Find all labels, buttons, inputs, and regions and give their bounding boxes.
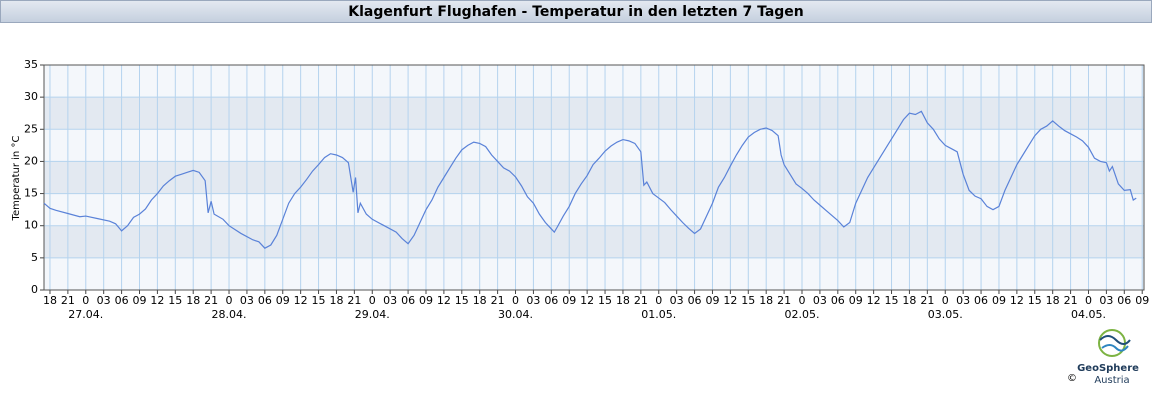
x-tick-label: 0 <box>655 294 662 307</box>
x-tick-label: 15 <box>455 294 469 307</box>
date-label: 01.05. <box>641 308 676 321</box>
y-tick-label: 25 <box>24 122 38 135</box>
x-tick-label: 0 <box>226 294 233 307</box>
date-label: 02.05. <box>785 308 820 321</box>
x-tick-label: 21 <box>920 294 934 307</box>
x-tick-label: 18 <box>473 294 487 307</box>
x-tick-label: 12 <box>1010 294 1024 307</box>
x-tick-label: 06 <box>974 294 988 307</box>
x-tick-label: 09 <box>705 294 719 307</box>
x-tick-label: 12 <box>867 294 881 307</box>
y-tick-label: 10 <box>24 219 38 232</box>
x-tick-label: 15 <box>598 294 612 307</box>
x-tick-label: 0 <box>369 294 376 307</box>
logo <box>1098 329 1131 357</box>
x-tick-label: 03 <box>97 294 111 307</box>
x-tick-label: 06 <box>258 294 272 307</box>
x-tick-label: 03 <box>383 294 397 307</box>
x-tick-label: 12 <box>437 294 451 307</box>
date-label: 04.05. <box>1071 308 1106 321</box>
x-tick-label: 06 <box>831 294 845 307</box>
y-tick-label: 5 <box>31 251 38 264</box>
logo-sub: Austria <box>1094 375 1129 386</box>
copyright: © <box>1067 373 1077 384</box>
x-tick-label: 12 <box>723 294 737 307</box>
x-tick-label: 12 <box>580 294 594 307</box>
x-tick-label: 21 <box>347 294 361 307</box>
x-tick-label: 09 <box>562 294 576 307</box>
plot-area: 18 21 0 03 06 09 12 15 18 21 0 03 06 09 12 15 18 21 0 03 06 0… <box>24 58 1149 321</box>
x-tick-label: 06 <box>1117 294 1131 307</box>
x-tick-label: 21 <box>1064 294 1078 307</box>
y-tick-label: 35 <box>24 58 38 71</box>
x-tick-label: 0 <box>942 294 949 307</box>
x-tick-label: 06 <box>688 294 702 307</box>
date-label: 30.04. <box>498 308 533 321</box>
x-tick-label: 09 <box>419 294 433 307</box>
x-tick-label: 21 <box>204 294 218 307</box>
x-tick-label: 09 <box>849 294 863 307</box>
plot-frame <box>43 64 1145 291</box>
y-tick-label: 0 <box>31 283 38 296</box>
date-label: 27.04. <box>68 308 103 321</box>
x-tick-label: 06 <box>115 294 129 307</box>
x-tick-label: 12 <box>150 294 164 307</box>
x-tick-label: 18 <box>902 294 916 307</box>
x-tick-label: 21 <box>61 294 75 307</box>
date-label: 28.04. <box>212 308 247 321</box>
x-tick-label: 09 <box>276 294 290 307</box>
x-tick-label: 03 <box>240 294 254 307</box>
x-tick-label: 06 <box>401 294 415 307</box>
x-tick-label: 09 <box>132 294 146 307</box>
x-tick-label: 18 <box>616 294 630 307</box>
y-axis-label: Temperatur in °C <box>11 136 22 222</box>
x-tick-label: 15 <box>885 294 899 307</box>
x-tick-label: 18 <box>1046 294 1060 307</box>
x-tick-label: 09 <box>992 294 1006 307</box>
y-tick-label: 15 <box>24 187 38 200</box>
grid-band <box>44 97 1144 130</box>
x-tick-label: 15 <box>741 294 755 307</box>
x-tick-label: 06 <box>544 294 558 307</box>
x-tick-label: 21 <box>777 294 791 307</box>
x-tick-label: 15 <box>312 294 326 307</box>
x-tick-label: 0 <box>1085 294 1092 307</box>
temperature-line <box>43 110 1137 249</box>
chart-title: Klagenfurt Flughafen - Temperatur in den… <box>348 4 804 20</box>
x-tick-label: 03 <box>670 294 684 307</box>
x-tick-label: 09 <box>1135 294 1149 307</box>
x-tick-label: 15 <box>1028 294 1042 307</box>
x-tick-label: 21 <box>491 294 505 307</box>
x-tick-label: 21 <box>634 294 648 307</box>
grid-band <box>44 225 1144 258</box>
x-tick-label: 18 <box>759 294 773 307</box>
x-tick-label: 0 <box>799 294 806 307</box>
date-label: 03.05. <box>928 308 963 321</box>
x-tick-label: 03 <box>526 294 540 307</box>
date-label: 29.04. <box>355 308 390 321</box>
x-tick-label: 12 <box>294 294 308 307</box>
x-tick-label: 03 <box>1099 294 1113 307</box>
y-tick-label: 20 <box>24 154 38 167</box>
x-tick-label: 18 <box>43 294 57 307</box>
x-tick-label: 18 <box>186 294 200 307</box>
x-tick-label: 15 <box>168 294 182 307</box>
logo-brand: GeoSphere <box>1077 363 1139 374</box>
y-tick-label: 30 <box>24 90 38 103</box>
x-tick-label: 18 <box>329 294 343 307</box>
grid-band <box>44 161 1144 194</box>
x-tick-label: 03 <box>813 294 827 307</box>
x-tick-label: 0 <box>512 294 519 307</box>
x-tick-label: 03 <box>956 294 970 307</box>
x-tick-label: 0 <box>82 294 89 307</box>
